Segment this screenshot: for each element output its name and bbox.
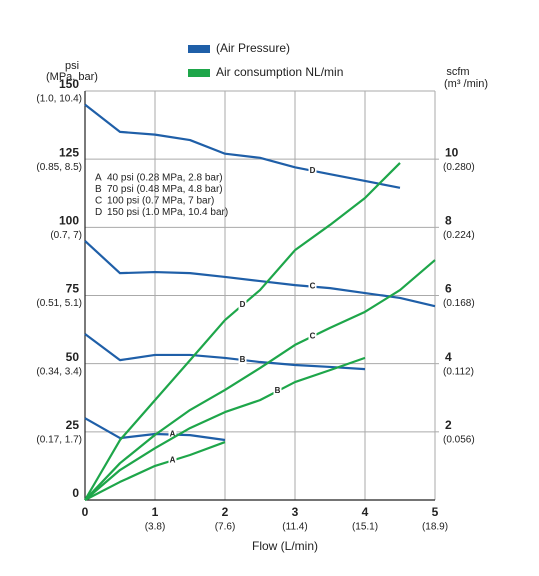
x-tick-label: 3 <box>292 505 299 519</box>
x-tick-label: 2 <box>222 505 229 519</box>
key-letter: B <box>95 184 102 195</box>
y-tick-label: 100 <box>59 214 79 228</box>
x-tick-sublabel: (15.1) <box>352 522 378 533</box>
key-text: 70 psi (0.48 MPa, 4.8 bar) <box>107 184 223 195</box>
x-tick-label: 0 <box>82 505 89 519</box>
line-label-bg <box>308 331 317 342</box>
y2-tick-label: 10 <box>445 145 459 159</box>
y-tick-label: 150 <box>59 77 79 91</box>
legend-swatch <box>188 45 210 53</box>
line-label-bg <box>168 429 177 440</box>
data-line <box>84 259 436 501</box>
y-tick-label: 0 <box>72 486 79 500</box>
y-tick-sublabel: (0.85, 8.5) <box>36 162 82 173</box>
line-label-bg <box>168 455 177 466</box>
y2-tick-sublabel: (0.056) <box>443 434 475 445</box>
line-label: C <box>310 282 316 291</box>
y-tick-label: 50 <box>66 350 80 364</box>
data-line <box>84 240 436 308</box>
data-line <box>84 356 366 501</box>
x-tick-label: 1 <box>152 505 159 519</box>
x-tick-sublabel: (7.6) <box>215 522 236 533</box>
key-text: 150 psi (1.0 MPa, 10.4 bar) <box>107 207 228 218</box>
y2-tick-label: 2 <box>445 418 452 432</box>
legend-label: (Air Pressure) <box>216 41 290 55</box>
y-tick-label: 125 <box>59 145 79 159</box>
y2-tick-sublabel: (0.168) <box>443 298 475 309</box>
y-tick-sublabel: (0.51, 5.1) <box>36 298 82 309</box>
key-letter: C <box>95 196 102 207</box>
line-label: A <box>170 456 176 465</box>
y2-tick-sublabel: (0.280) <box>443 162 475 173</box>
line-label: A <box>170 430 176 439</box>
line-label-bg <box>308 281 317 292</box>
y-tick-sublabel: (1.0, 10.4) <box>36 94 82 105</box>
line-label-bg <box>238 300 247 311</box>
x-tick-sublabel: (3.8) <box>145 522 166 533</box>
x-axis-label: Flow (L/min) <box>252 539 318 553</box>
x-tick-sublabel: (18.9) <box>422 522 448 533</box>
y-tick-sublabel: (0.7, 7) <box>50 230 82 241</box>
key-letter: A <box>95 173 102 184</box>
line-label: B <box>240 355 246 364</box>
x-tick-sublabel: (11.4) <box>282 522 307 533</box>
data-line <box>84 103 401 189</box>
data-line <box>84 333 366 371</box>
line-label: D <box>310 166 316 175</box>
y2-axis-sublabel: (m³ /min) <box>444 78 488 90</box>
y2-tick-sublabel: (0.224) <box>443 230 475 241</box>
line-label-bg <box>273 386 282 397</box>
y2-tick-label: 6 <box>445 282 452 296</box>
y2-axis-label: scfm <box>446 66 469 78</box>
y2-tick-label: 8 <box>445 214 452 228</box>
x-tick-label: 4 <box>362 505 369 519</box>
y-tick-sublabel: (0.34, 3.4) <box>36 366 82 377</box>
legend-label: Air consumption NL/min <box>216 65 343 79</box>
line-label: D <box>240 300 246 309</box>
y-axis-label: psi <box>65 60 79 72</box>
line-label: C <box>310 332 316 341</box>
y-axis-sublabel: (MPa, bar) <box>46 71 98 83</box>
line-label: B <box>275 386 281 395</box>
y2-tick-label: 4 <box>445 350 452 364</box>
y-tick-sublabel: (0.17, 1.7) <box>36 434 82 445</box>
data-line <box>84 441 226 501</box>
line-label-bg <box>308 165 317 176</box>
key-text: 100 psi (0.7 MPa, 7 bar) <box>107 196 214 207</box>
line-label-bg <box>238 354 247 365</box>
key-letter: D <box>95 207 102 218</box>
y-tick-label: 25 <box>66 418 80 432</box>
y2-tick-sublabel: (0.112) <box>443 366 474 377</box>
legend-swatch <box>188 69 210 77</box>
key-text: 40 psi (0.28 MPa, 2.8 bar) <box>107 173 223 184</box>
y-tick-label: 75 <box>66 282 80 296</box>
x-tick-label: 5 <box>432 505 439 519</box>
